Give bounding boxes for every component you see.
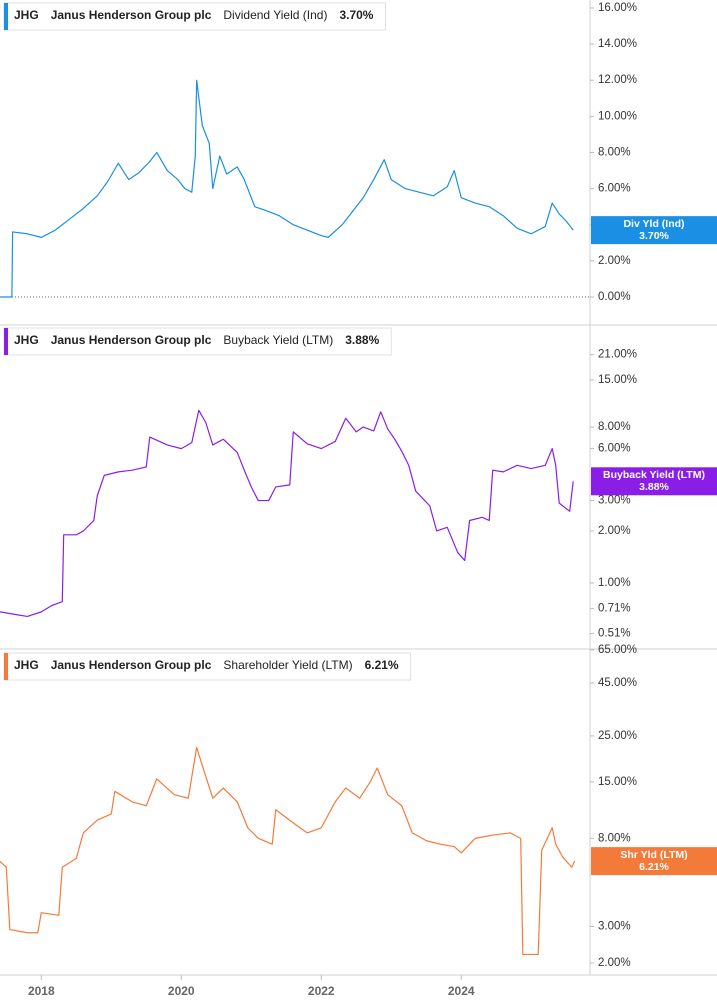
badge-value: 6.21% bbox=[639, 861, 669, 873]
y-tick-label: 12.00% bbox=[598, 74, 637, 86]
legend-ticker: JHG bbox=[14, 8, 39, 22]
legend: JHG Janus Henderson Group plc Buyback Yiel… bbox=[3, 327, 392, 356]
legend-swatch bbox=[4, 3, 8, 30]
value-badge bbox=[591, 216, 717, 245]
y-tick-label: 2.00% bbox=[598, 525, 631, 537]
legend-ticker: JHG bbox=[14, 658, 39, 672]
badge-title: Div Yld (Ind) bbox=[623, 218, 684, 230]
y-tick-label: 45.00% bbox=[598, 677, 637, 689]
badge-title: Buyback Yield (LTM) bbox=[603, 469, 705, 481]
legend-ticker: JHG bbox=[14, 333, 39, 347]
legend-box bbox=[3, 327, 392, 356]
legend-swatch bbox=[4, 328, 8, 355]
y-tick-label: 6.00% bbox=[598, 183, 631, 195]
legend-value: 6.21% bbox=[365, 658, 399, 672]
y-tick-label: 8.00% bbox=[598, 832, 631, 844]
y-tick-label: 21.00% bbox=[598, 349, 637, 361]
data-line bbox=[0, 746, 576, 956]
y-tick-label: 3.00% bbox=[598, 921, 631, 933]
y-tick-label: 0.51% bbox=[598, 627, 631, 639]
y-tick-label: 14.00% bbox=[598, 38, 637, 50]
x-tick-label: 2024 bbox=[448, 984, 475, 998]
y-tick-label: 16.00% bbox=[598, 2, 637, 14]
legend-series: Dividend Yield (Ind) bbox=[223, 8, 327, 22]
y-tick-label: 8.00% bbox=[598, 147, 631, 159]
data-line bbox=[0, 79, 574, 298]
data-line bbox=[0, 409, 574, 618]
value-badge bbox=[591, 847, 717, 876]
y-tick-label: 10.00% bbox=[598, 110, 637, 122]
x-tick-label: 2018 bbox=[28, 984, 55, 998]
y-tick-label: 0.00% bbox=[598, 291, 631, 303]
legend-series: Shareholder Yield (LTM) bbox=[223, 658, 352, 672]
y-tick-label: 2.00% bbox=[598, 957, 631, 969]
badge-value: 3.70% bbox=[639, 230, 669, 242]
legend: JHG Janus Henderson Group plc Dividend Yie… bbox=[3, 2, 386, 31]
legend-swatch bbox=[4, 653, 8, 680]
legend-value: 3.70% bbox=[339, 8, 373, 22]
y-tick-label: 15.00% bbox=[598, 374, 637, 386]
y-tick-label: 25.00% bbox=[598, 730, 637, 742]
legend-box bbox=[3, 652, 412, 681]
badge-title: Shr Yld (LTM) bbox=[620, 849, 687, 861]
y-tick-label: 3.00% bbox=[598, 495, 631, 507]
y-tick-label: 65.00% bbox=[598, 644, 637, 656]
legend-series: Buyback Yield (LTM) bbox=[223, 333, 333, 347]
y-tick-label: 15.00% bbox=[598, 776, 637, 788]
y-tick-label: 1.00% bbox=[598, 577, 631, 589]
y-tick-label: 6.00% bbox=[598, 443, 631, 455]
x-tick-label: 2020 bbox=[168, 984, 195, 998]
legend: JHG Janus Henderson Group plc Shareholder … bbox=[3, 652, 412, 681]
badge-value: 3.88% bbox=[639, 481, 669, 493]
x-tick-label: 2022 bbox=[308, 984, 335, 998]
legend-company: Janus Henderson Group plc bbox=[51, 658, 212, 672]
legend-company: Janus Henderson Group plc bbox=[51, 8, 212, 22]
y-tick-label: 8.00% bbox=[598, 421, 631, 433]
y-tick-label: 0.71% bbox=[598, 603, 631, 615]
legend-value: 3.88% bbox=[345, 333, 379, 347]
y-tick-label: 2.00% bbox=[598, 255, 631, 267]
value-badge bbox=[591, 467, 717, 496]
legend-company: Janus Henderson Group plc bbox=[51, 333, 212, 347]
